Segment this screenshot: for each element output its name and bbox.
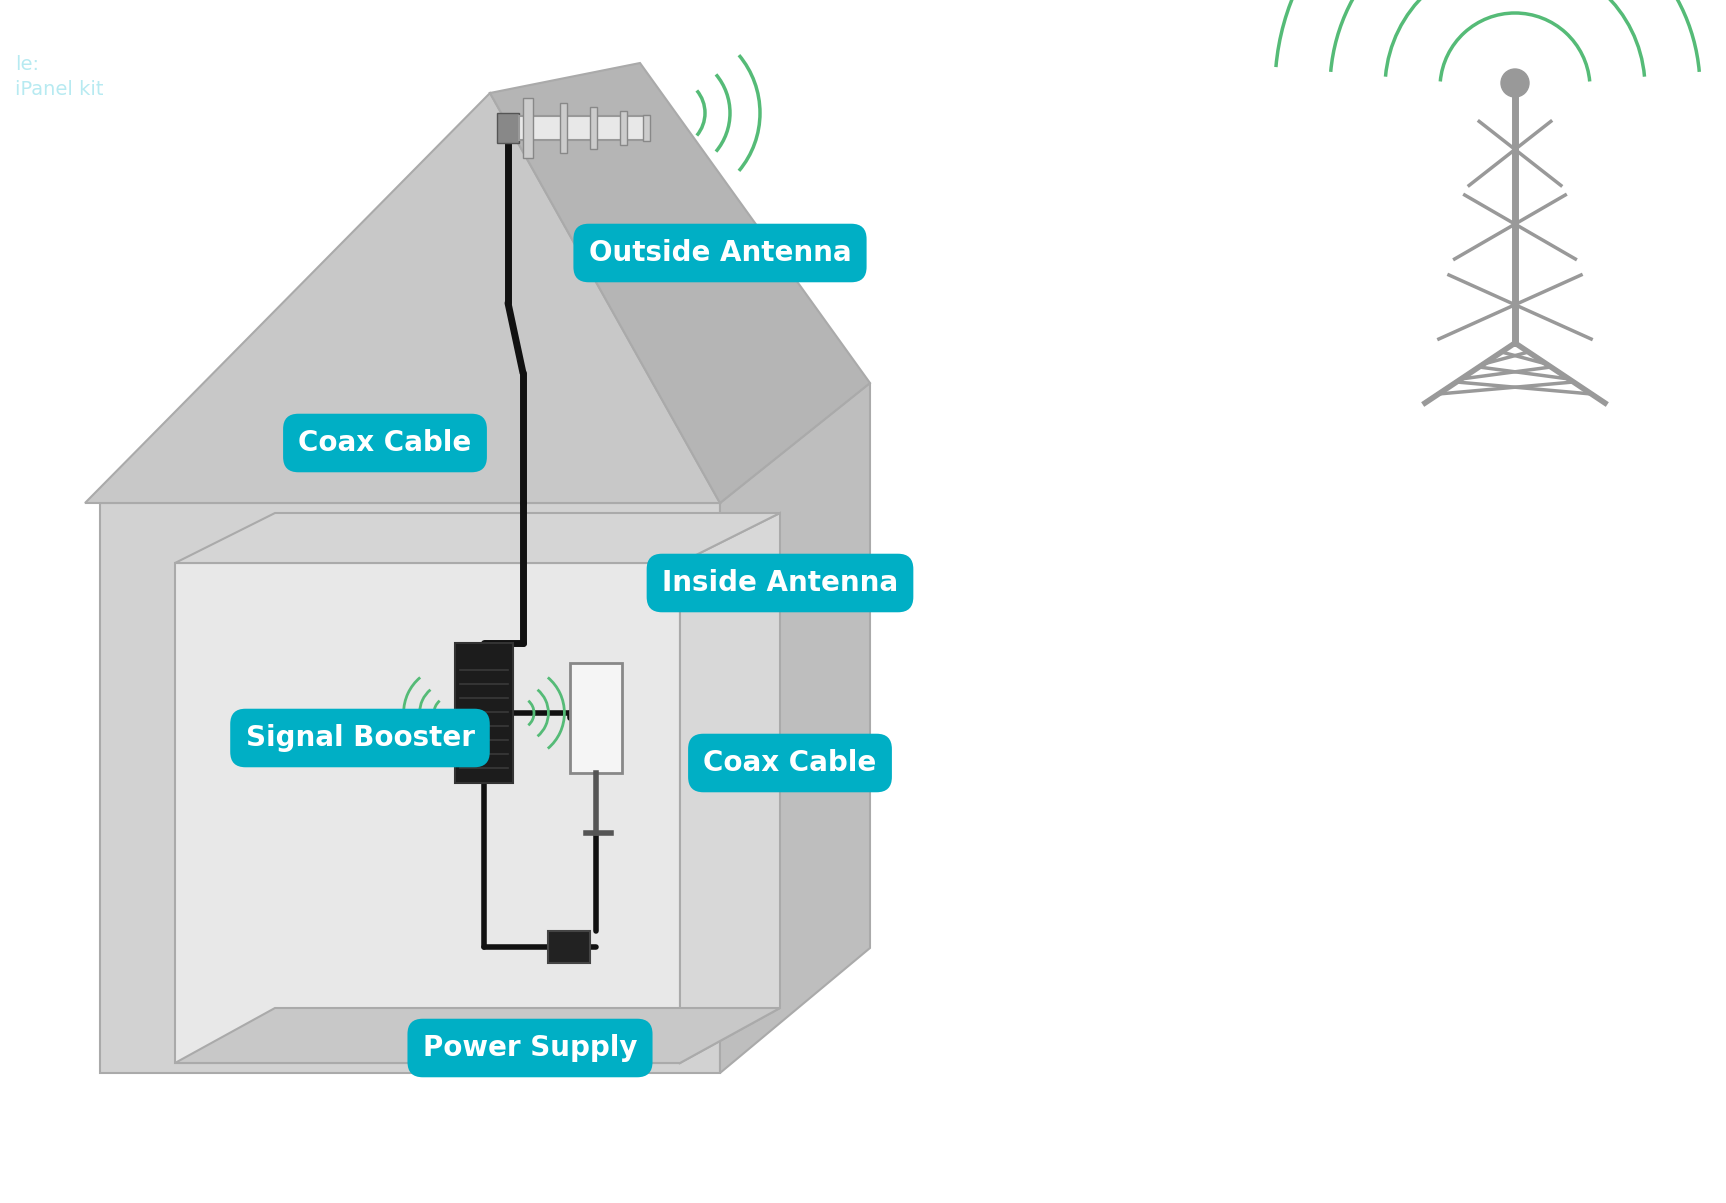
Polygon shape: [174, 1008, 780, 1063]
Polygon shape: [174, 512, 780, 563]
Polygon shape: [720, 383, 870, 1073]
Circle shape: [1502, 69, 1529, 97]
Polygon shape: [174, 563, 680, 1063]
Text: Outside Antenna: Outside Antenna: [589, 239, 851, 267]
Text: le:
iPanel kit: le: iPanel kit: [16, 55, 104, 99]
Polygon shape: [490, 63, 870, 503]
Polygon shape: [100, 503, 720, 1073]
Polygon shape: [680, 512, 780, 1063]
Bar: [497, 113, 520, 143]
Bar: [620, 111, 627, 146]
Bar: [570, 663, 621, 774]
Text: Power Supply: Power Supply: [423, 1035, 637, 1062]
Bar: [559, 103, 568, 153]
Bar: [547, 931, 590, 962]
Bar: [456, 642, 513, 783]
Polygon shape: [85, 93, 720, 503]
Bar: [644, 115, 651, 141]
Bar: [590, 107, 597, 149]
Text: Coax Cable: Coax Cable: [704, 749, 877, 777]
Text: Inside Antenna: Inside Antenna: [663, 569, 898, 597]
Bar: [523, 97, 533, 158]
Text: Signal Booster: Signal Booster: [245, 724, 475, 752]
Text: Coax Cable: Coax Cable: [299, 429, 471, 457]
Bar: [520, 115, 649, 140]
